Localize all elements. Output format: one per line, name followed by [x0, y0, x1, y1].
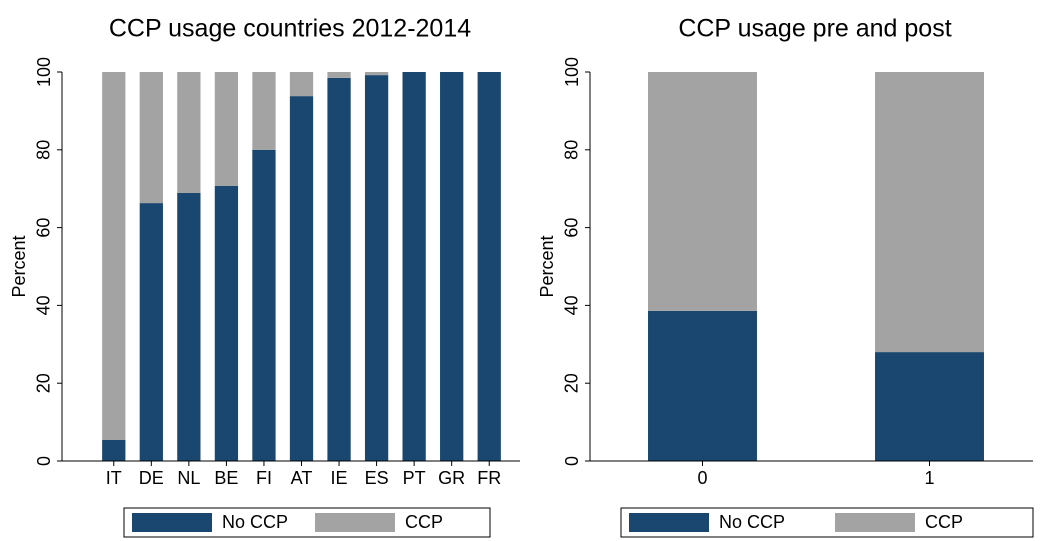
bar-segment: [327, 72, 351, 78]
legend-swatch: [315, 513, 395, 532]
x-tick-label: NL: [177, 468, 200, 488]
bar-segment: [875, 72, 984, 353]
y-axis-label: Percent: [537, 235, 557, 297]
y-tick-label: 80: [562, 140, 582, 160]
bar-segment: [648, 310, 757, 461]
y-tick-label: 60: [562, 218, 582, 238]
x-tick-label: DE: [139, 468, 164, 488]
y-tick-label: 20: [34, 373, 54, 393]
legend-swatch: [835, 513, 915, 532]
x-tick-label: IT: [106, 468, 122, 488]
bar-segment: [364, 72, 389, 76]
bar-segment: [289, 96, 314, 462]
bar-segment: [214, 72, 239, 186]
legend-swatch: [629, 513, 709, 532]
bar-segment: [875, 352, 984, 461]
legend-label: No CCP: [719, 512, 785, 532]
bar-segment: [648, 72, 757, 311]
bar-segment: [102, 439, 126, 461]
y-tick-label: 20: [562, 373, 582, 393]
x-tick-label: AT: [291, 468, 313, 488]
chart-title: CCP usage countries 2012-2014: [109, 15, 471, 43]
legend-label: CCP: [925, 512, 963, 532]
y-tick-label: 100: [34, 57, 54, 87]
legend-label: CCP: [405, 512, 443, 532]
bar-segment: [364, 75, 389, 461]
x-tick-label: IE: [331, 468, 348, 488]
legend-swatch: [132, 513, 212, 532]
x-tick-label: BE: [214, 468, 238, 488]
x-tick-label: ES: [365, 468, 389, 488]
y-tick-label: 80: [34, 140, 54, 160]
bar-segment: [440, 72, 464, 461]
x-tick-label: PT: [403, 468, 426, 488]
bar-segment: [477, 72, 501, 461]
y-tick-label: 0: [34, 456, 54, 466]
y-tick-label: 0: [562, 456, 582, 466]
bar-segment: [177, 192, 201, 461]
bar-segment: [102, 72, 126, 440]
bar-segment: [214, 185, 239, 462]
x-tick-label: 1: [924, 468, 934, 488]
bar-segment: [252, 72, 276, 150]
y-tick-label: 100: [562, 57, 582, 87]
bar-segment: [252, 149, 276, 462]
bar-segment: [139, 72, 163, 204]
y-tick-label: 40: [562, 295, 582, 315]
legend-label: No CCP: [222, 512, 288, 532]
bar-segment: [177, 72, 201, 193]
x-tick-label: FI: [256, 468, 272, 488]
bar-segment: [402, 72, 426, 461]
y-axis-label: Percent: [9, 235, 29, 297]
y-tick-label: 60: [34, 218, 54, 238]
x-tick-label: 0: [697, 468, 707, 488]
x-tick-label: FR: [477, 468, 501, 488]
bar-segment: [289, 72, 314, 97]
x-tick-label: GR: [438, 468, 465, 488]
chart-title: CCP usage pre and post: [678, 15, 951, 43]
y-tick-label: 40: [34, 295, 54, 315]
bar-segment: [139, 203, 163, 461]
bar-segment: [327, 77, 351, 462]
